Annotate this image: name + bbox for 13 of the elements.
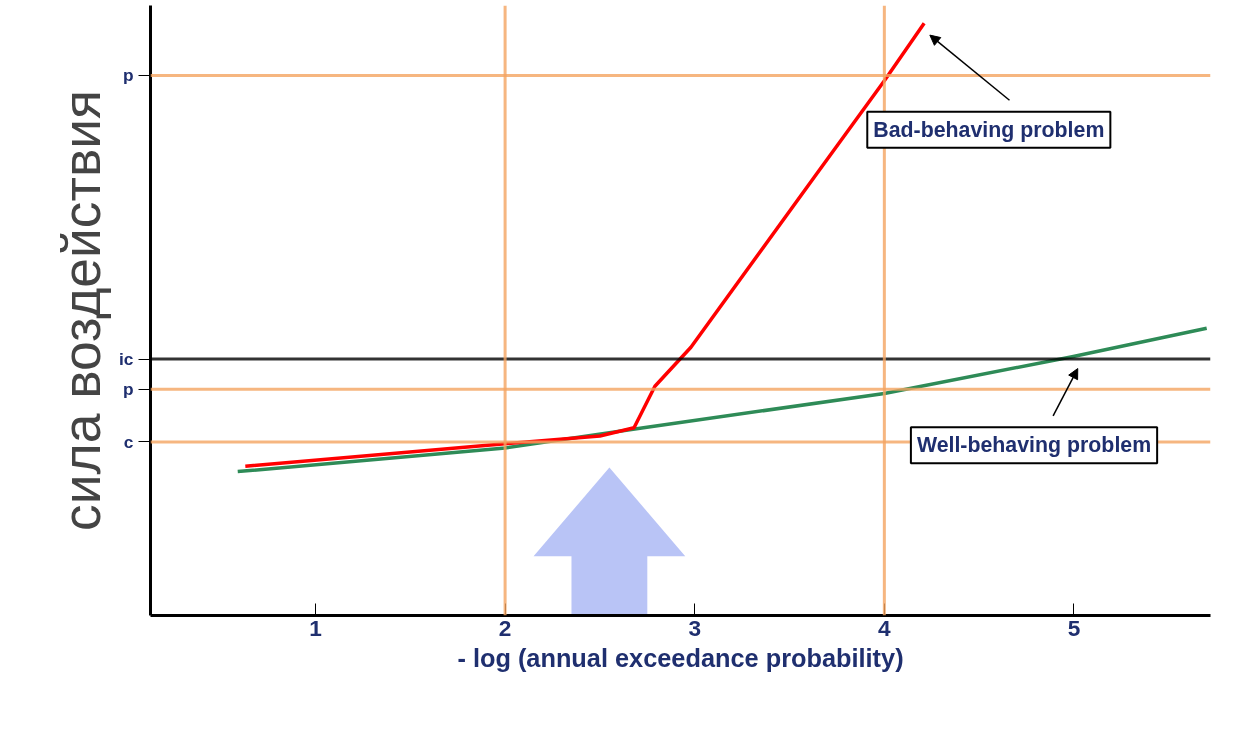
ref-line-label: c [123, 431, 134, 452]
annotation: Bad-behaving problem [873, 117, 1105, 142]
x-axis-title: - log (annual exceedance probability) [457, 643, 904, 672]
y-axis-title: сила воздействия [52, 90, 112, 531]
ref-line-label: p [122, 379, 134, 400]
annotation: Well-behaving problem [916, 433, 1152, 458]
x-tick-label: 4 [878, 614, 892, 641]
x-tick-label: 5 [1067, 614, 1081, 641]
x-tick-label: 1 [309, 614, 322, 641]
x-tick-label: 3 [688, 614, 702, 641]
ref-line-label: ic [119, 349, 134, 370]
ref-line-label: p [122, 65, 134, 86]
x-tick-label: 2 [498, 614, 512, 641]
